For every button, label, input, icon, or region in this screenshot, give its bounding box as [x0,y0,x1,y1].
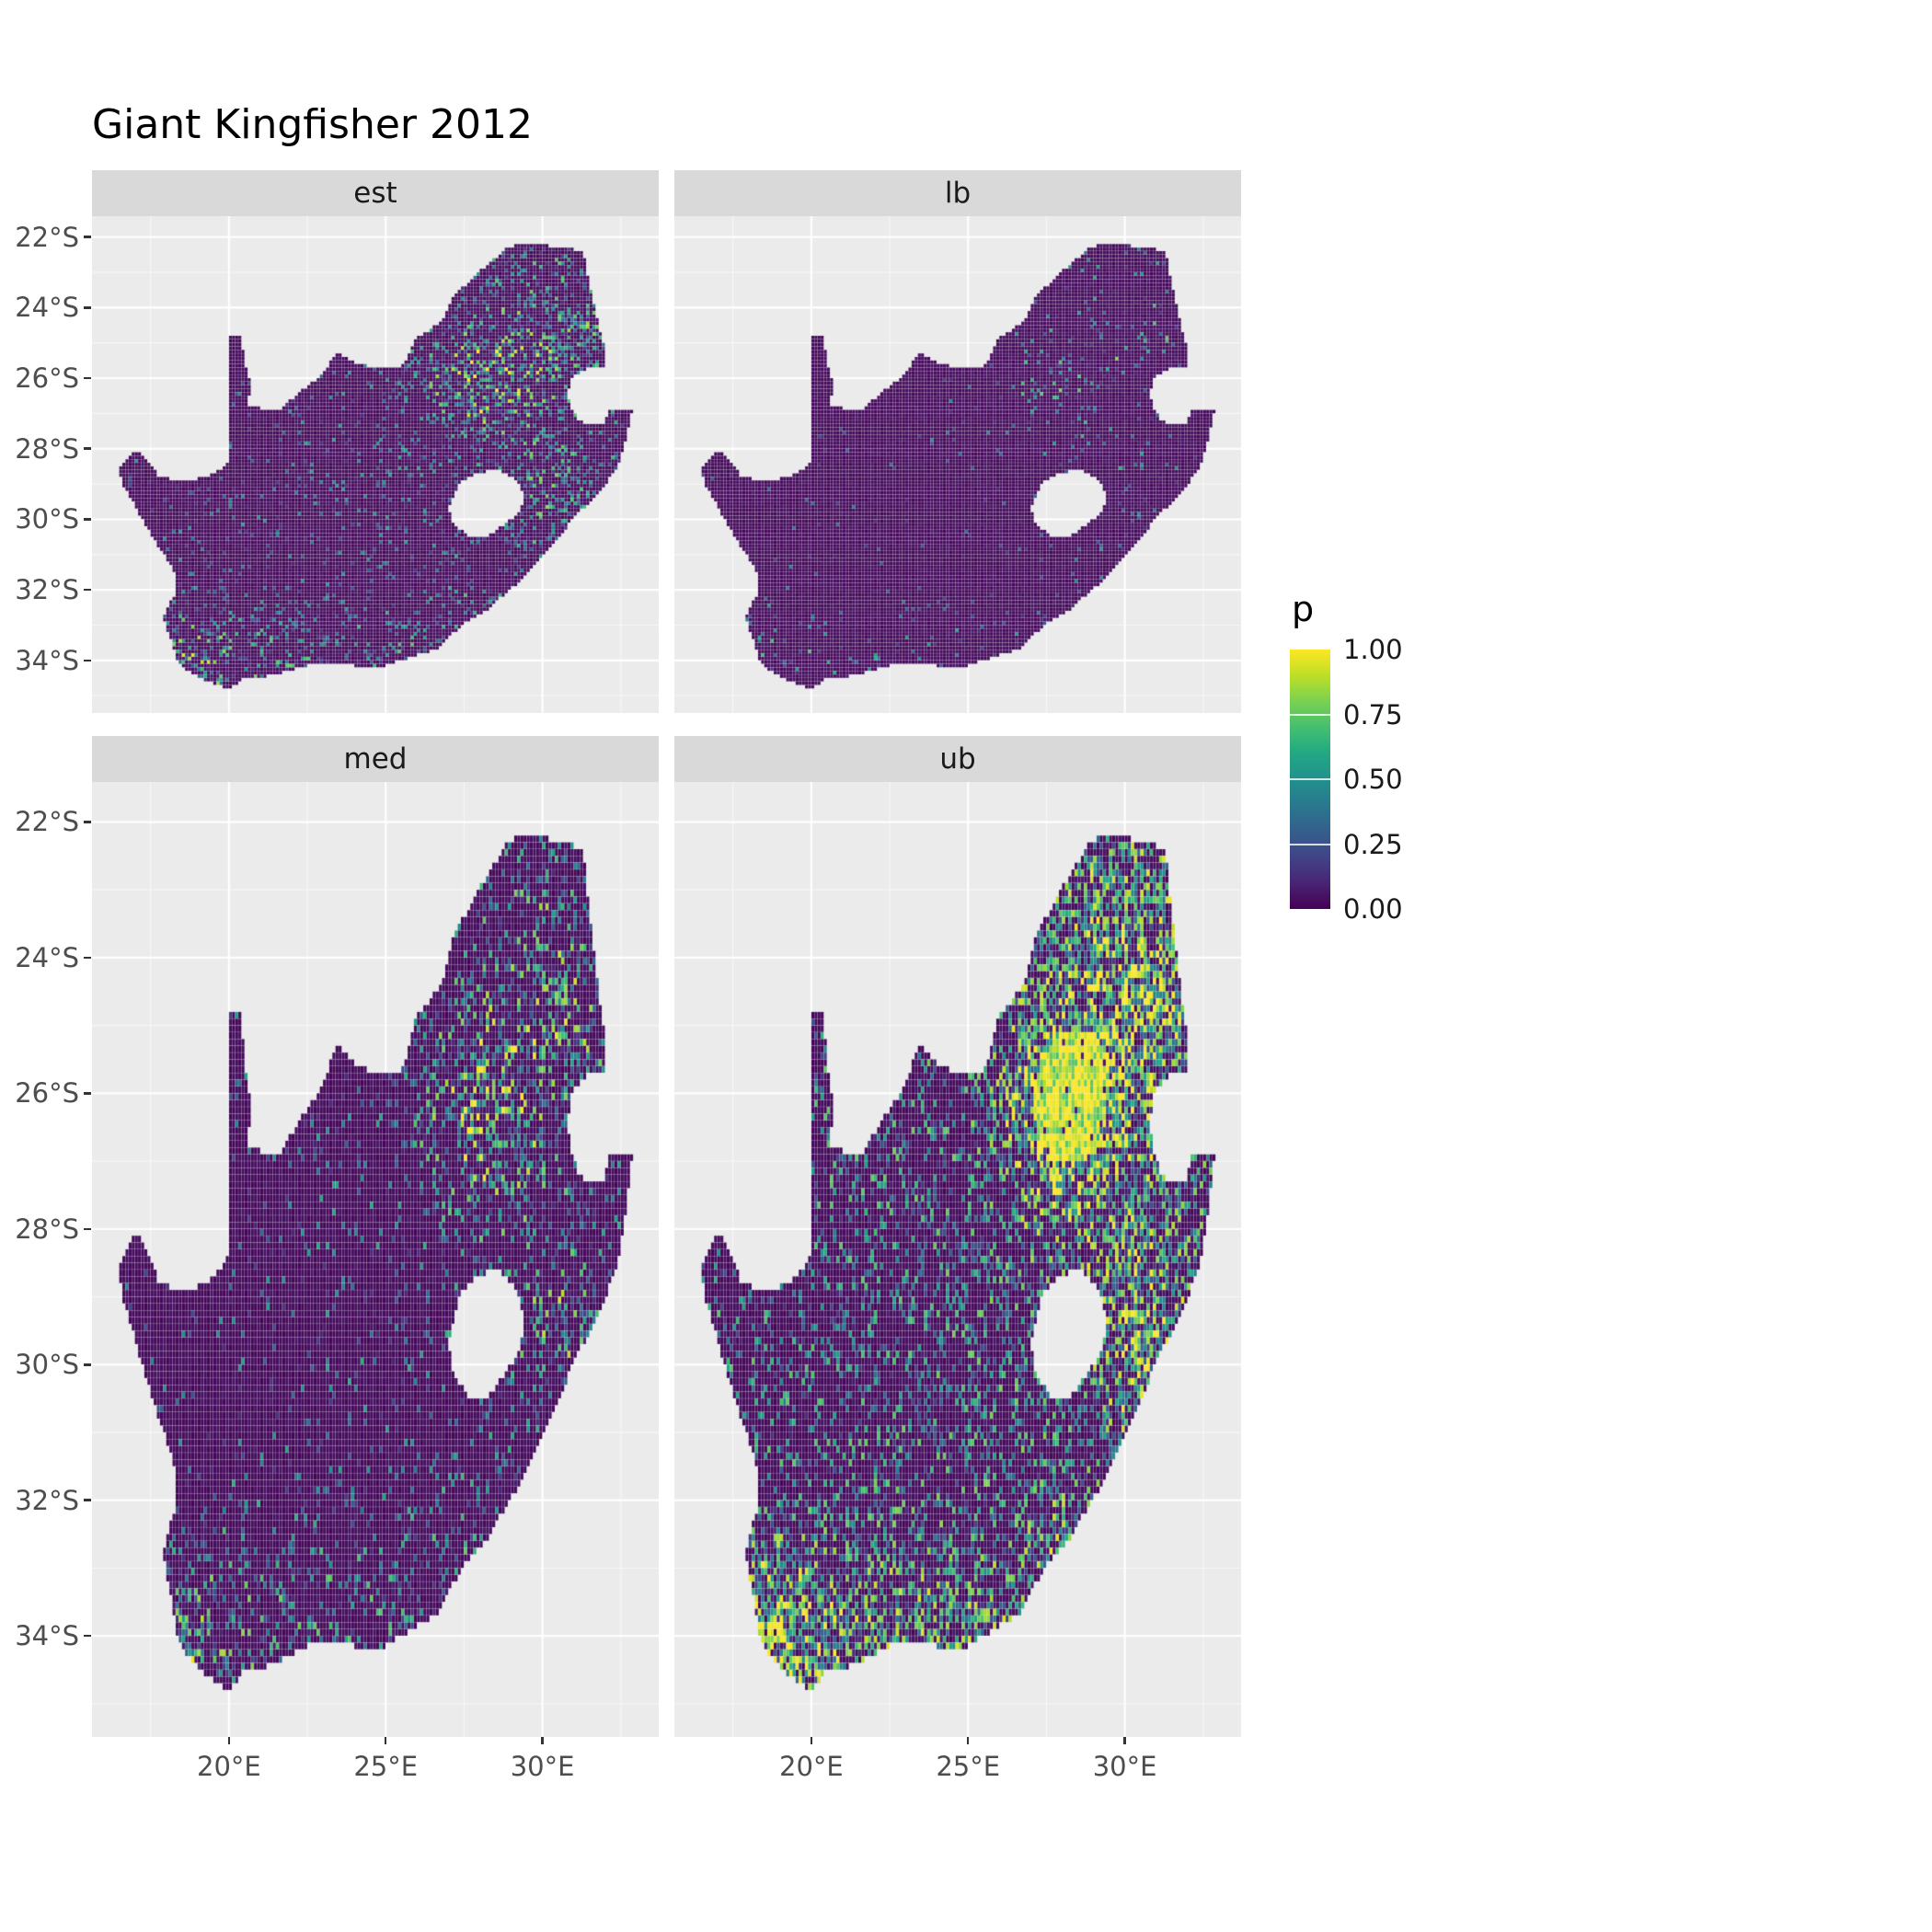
y-tick-mark [84,376,91,380]
y-tick-mark [84,821,91,823]
y-tick-label: 28°S [15,432,79,465]
legend-tick-label: 0.25 [1343,828,1403,860]
y-tick-mark [84,588,91,592]
facet-strip-label-med: med [343,742,408,776]
y-tick-label: 26°S [15,1077,79,1110]
legend-tick-mark [1290,713,1330,716]
facet-panel-lb [674,216,1241,713]
x-tick-mark [966,1737,970,1744]
facet-strip-lb: lb [674,170,1241,216]
x-tick-mark [541,1737,544,1744]
x-tick-label: 20°E [779,1751,844,1782]
facet-strip-ub: ub [674,736,1241,782]
map-canvas-lb [674,216,1241,713]
facet-strip-est: est [92,170,659,216]
x-tick-mark [227,1737,231,1744]
x-tick-label: 25°E [353,1751,419,1782]
x-tick-mark [1123,1737,1126,1744]
x-tick-label: 25°E [936,1751,1001,1782]
y-tick-mark [84,306,91,309]
map-canvas-med [92,782,659,1737]
legend-tick-label: 0.00 [1343,893,1403,925]
y-tick-label: 34°S [15,644,79,676]
plot-title: Giant Kingfisher 2012 [92,101,533,148]
facet-panel-ub [674,782,1241,1737]
legend-tick-mark [1290,778,1330,780]
legend-tick-label: 0.50 [1343,764,1403,795]
x-tick-label: 20°E [197,1751,261,1782]
y-tick-label: 34°S [15,1620,79,1652]
y-tick-mark [84,1499,91,1501]
y-tick-mark [84,236,91,238]
x-tick-mark [810,1737,813,1744]
x-tick-label: 30°E [1092,1751,1157,1782]
legend-tick-mark [1290,843,1330,845]
facet-strip-med: med [92,736,659,782]
y-tick-mark [84,1634,91,1638]
y-tick-label: 30°S [15,503,79,535]
facet-strip-label-est: est [353,177,397,210]
y-tick-mark [84,1363,91,1366]
legend: p 1.00 0.75 0.50 0.25 0.00 [1290,589,1511,994]
y-tick-label: 32°S [15,574,79,606]
y-tick-label: 30°S [15,1349,79,1381]
facet-panel-med [92,782,659,1737]
y-tick-label: 32°S [15,1484,79,1516]
y-tick-label: 24°S [15,941,79,973]
legend-tick-label: 1.00 [1343,634,1403,665]
y-tick-mark [84,1092,91,1095]
y-tick-label: 24°S [15,292,79,324]
map-canvas-ub [674,782,1241,1737]
y-tick-label: 26°S [15,362,79,395]
legend-tick-label: 0.75 [1343,698,1403,730]
legend-title: p [1292,589,1315,629]
y-tick-mark [84,956,91,960]
y-tick-label: 22°S [15,221,79,253]
y-tick-mark [84,1227,91,1231]
y-tick-mark [84,447,91,450]
facet-panel-est [92,216,659,713]
y-tick-mark [84,518,91,521]
x-tick-label: 30°E [510,1751,575,1782]
y-tick-label: 28°S [15,1213,79,1245]
x-tick-mark [384,1737,387,1744]
y-tick-label: 22°S [15,806,79,838]
map-canvas-est [92,216,659,713]
y-tick-mark [84,659,91,662]
facet-strip-label-ub: ub [939,742,976,776]
facet-strip-label-lb: lb [944,177,972,210]
